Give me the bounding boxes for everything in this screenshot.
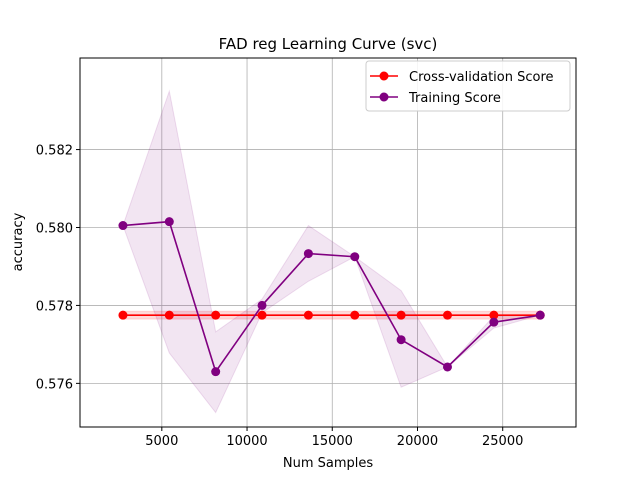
legend: Cross-validation Score Training Score xyxy=(365,60,571,112)
y-tick-label: 0.578 xyxy=(36,299,73,314)
point-training-score xyxy=(211,367,221,377)
legend-label-training: Training Score xyxy=(408,91,501,106)
point-training-score xyxy=(303,249,313,259)
point-cross-validation-score xyxy=(257,310,267,320)
legend-marker-training xyxy=(379,92,389,102)
y-tick-label: 0.582 xyxy=(36,144,73,159)
x-axis-label: Num Samples xyxy=(283,456,374,471)
point-cross-validation-score xyxy=(396,310,406,320)
x-tick-label: 20000 xyxy=(397,434,438,449)
point-cross-validation-score xyxy=(303,310,313,320)
y-axis-label: accuracy xyxy=(11,212,26,271)
point-training-score xyxy=(350,252,360,262)
x-tick-label: 10000 xyxy=(226,434,267,449)
point-cross-validation-score xyxy=(442,310,452,320)
point-training-score xyxy=(396,335,406,345)
x-tick-label: 15000 xyxy=(312,434,353,449)
plot-area-frame xyxy=(79,57,577,428)
point-cross-validation-score xyxy=(118,310,128,320)
point-training-score xyxy=(257,300,267,310)
x-tick-label: 5000 xyxy=(145,434,178,449)
axis-ticks: 5000 10000 15000 20000 25000 0.576 0.578 0.580 0… xyxy=(36,144,524,449)
point-training-score xyxy=(442,362,452,372)
legend-frame xyxy=(365,60,571,112)
point-cross-validation-score xyxy=(164,310,174,320)
x-tick-label: 25000 xyxy=(482,434,523,449)
series-lines xyxy=(118,217,545,377)
y-tick-label: 0.580 xyxy=(36,221,73,236)
legend-marker-cross-validation xyxy=(379,71,389,81)
y-tick-label: 0.576 xyxy=(36,377,73,392)
point-cross-validation-score xyxy=(489,310,499,320)
grid xyxy=(80,58,576,427)
chart-title: FAD reg Learning Curve (svc) xyxy=(219,35,438,53)
point-training-score xyxy=(164,217,174,227)
line-training-score xyxy=(122,220,541,374)
point-cross-validation-score xyxy=(350,310,360,320)
point-training-score xyxy=(118,221,128,231)
point-training-score xyxy=(489,317,499,327)
point-training-score xyxy=(535,310,545,320)
legend-label-cross-validation: Cross-validation Score xyxy=(409,70,554,85)
point-cross-validation-score xyxy=(211,310,221,320)
